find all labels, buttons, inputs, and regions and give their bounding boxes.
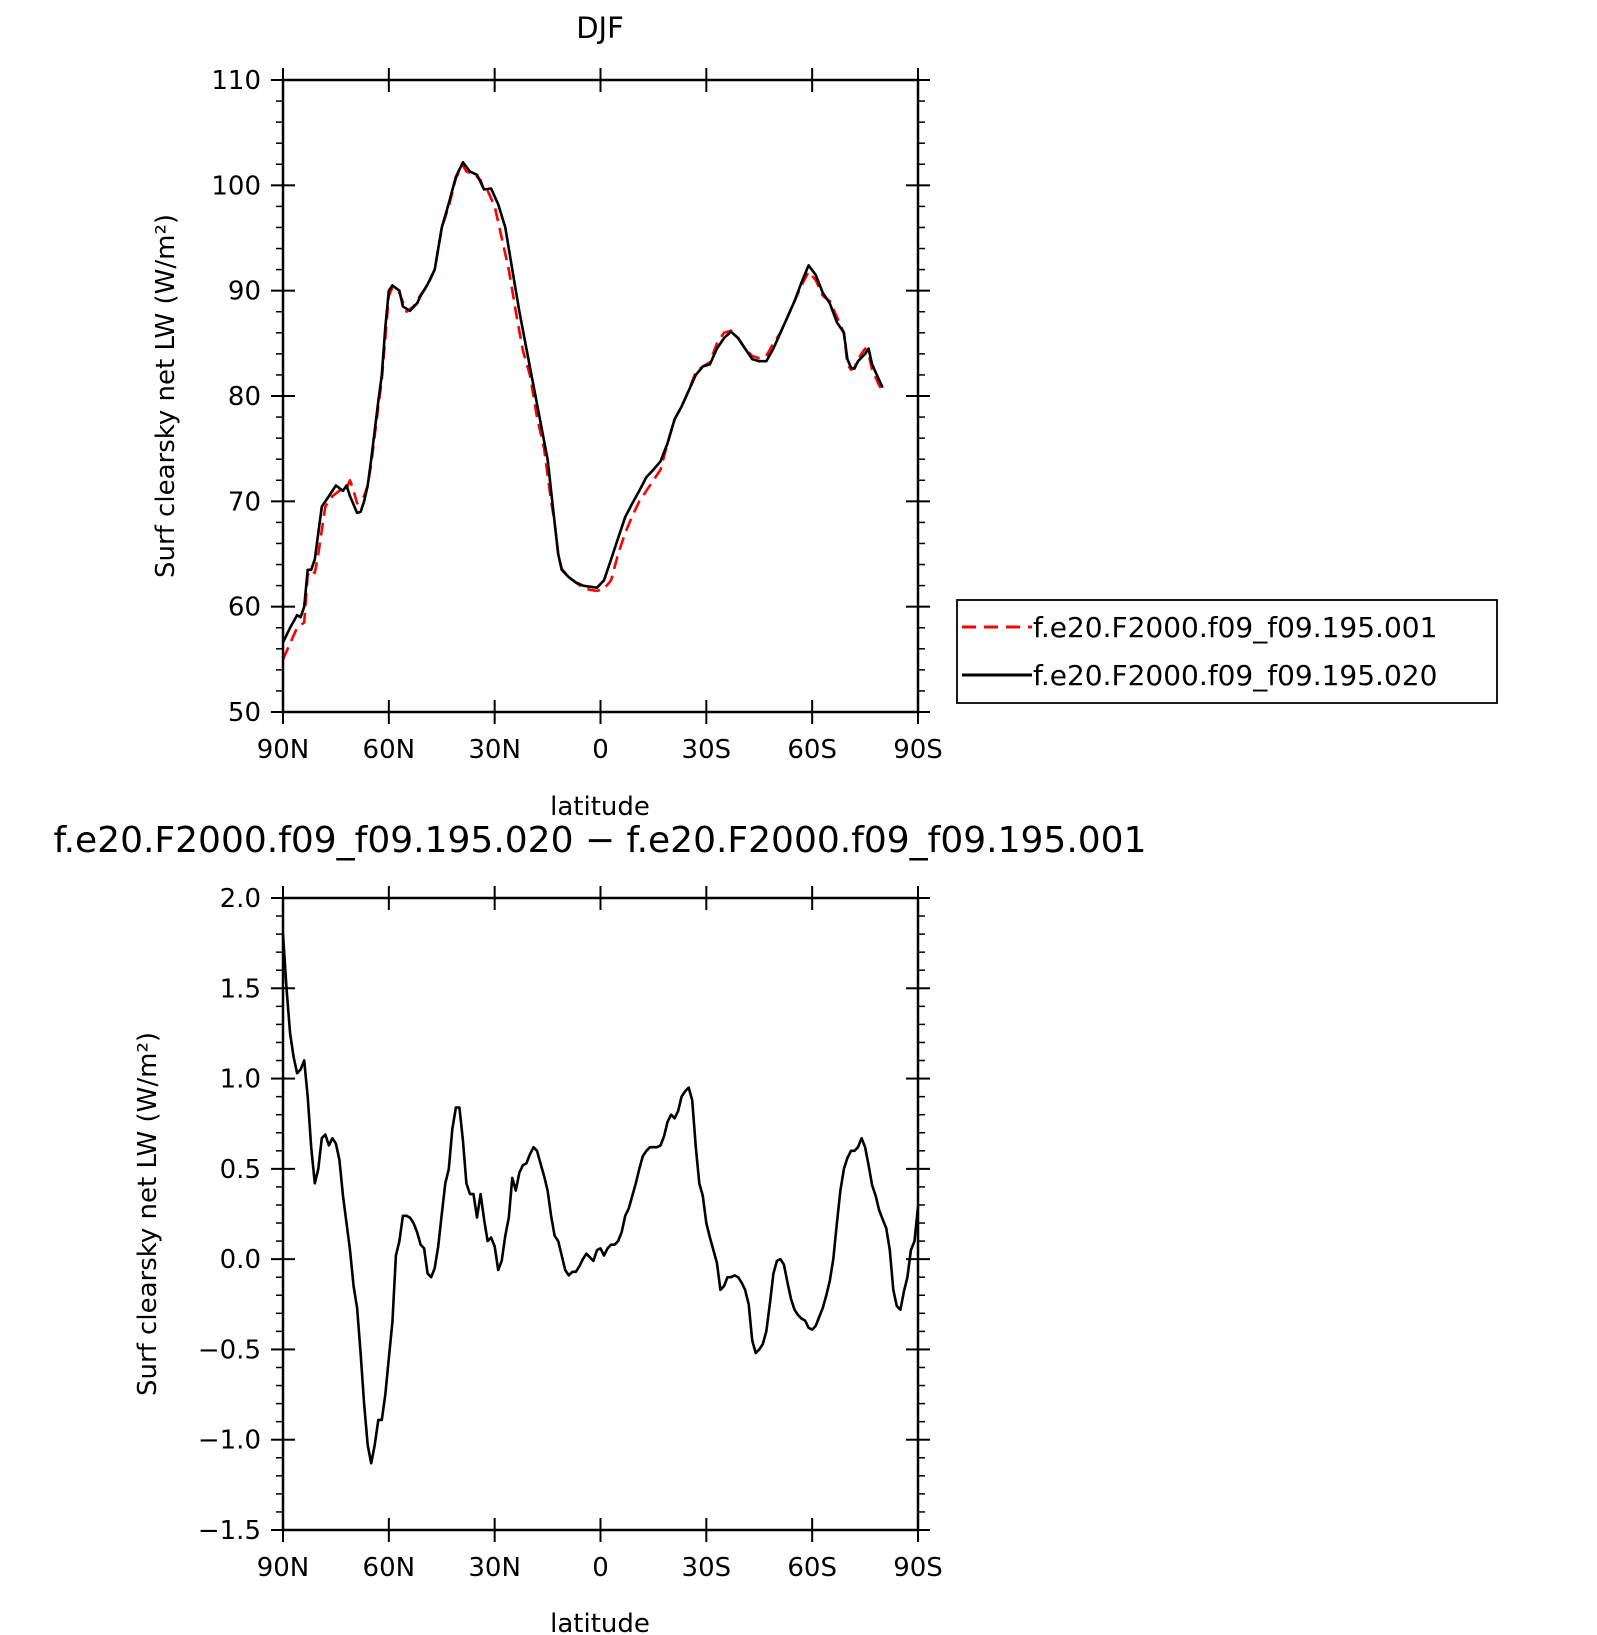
top-y-tick-label: 50 bbox=[228, 698, 261, 728]
bottom-y-tick-label: 0.0 bbox=[220, 1245, 261, 1275]
bottom-x-tick-label: 30N bbox=[468, 1553, 521, 1583]
bottom-x-tick-label: 60S bbox=[787, 1553, 837, 1583]
top-chart-lines bbox=[281, 160, 884, 660]
top-y-tick-label: 90 bbox=[228, 277, 261, 307]
top-x-tick-label: 90S bbox=[893, 735, 943, 765]
bottom-y-tick-label: −1.0 bbox=[198, 1426, 261, 1456]
top-x-tick-label: 60N bbox=[363, 735, 416, 765]
bottom-chart: f.e20.F2000.f09_f09.195.020 − f.e20.F200… bbox=[54, 820, 1147, 1635]
top-x-tick-label: 30S bbox=[682, 735, 732, 765]
top-y-tick-label: 80 bbox=[228, 382, 261, 412]
bottom-plot-frame bbox=[281, 896, 920, 1532]
bottom-y-tick-label: 1.0 bbox=[220, 1065, 261, 1095]
bottom-y-tick-label: −0.5 bbox=[198, 1335, 261, 1365]
legend: f.e20.F2000.f09_f09.195.001 f.e20.F2000.… bbox=[956, 599, 1498, 704]
top-y-tick-label: 100 bbox=[211, 171, 261, 201]
top-y-tick-label: 60 bbox=[228, 593, 261, 623]
legend-label-1: f.e20.F2000.f09_f09.195.001 bbox=[1033, 611, 1437, 644]
legend-label-2: f.e20.F2000.f09_f09.195.020 bbox=[1033, 659, 1437, 692]
top-chart-title: DJF bbox=[576, 11, 624, 45]
bottom-chart-lines bbox=[281, 934, 920, 1465]
top-xlabel: latitude bbox=[550, 792, 650, 822]
bottom-chart-title: f.e20.F2000.f09_f09.195.020 − f.e20.F200… bbox=[54, 820, 1147, 861]
top-chart-ticks: 90N 60N 30N 0 30S 60S 90S 50 60 70 80 90 100 110 bbox=[211, 66, 942, 765]
top-y-tick-label: 70 bbox=[228, 487, 261, 517]
bottom-x-tick-label: 90N bbox=[257, 1553, 310, 1583]
top-series-line-2 bbox=[281, 160, 884, 644]
bottom-ylabel: Surf clearsky net LW (W/m²) bbox=[133, 1032, 163, 1396]
top-x-tick-label: 0 bbox=[592, 735, 609, 765]
bottom-series-line-1 bbox=[281, 934, 920, 1465]
legend-box bbox=[956, 599, 1498, 704]
top-y-tick-label: 110 bbox=[211, 66, 261, 96]
bottom-x-tick-label: 0 bbox=[592, 1553, 609, 1583]
top-x-tick-label: 90N bbox=[257, 735, 310, 765]
top-x-tick-label: 30N bbox=[468, 735, 521, 765]
bottom-chart-ticks: 90N 60N 30N 0 30S 60S 90S −1.5 −1.0 −0.5 0.0 0.5 1.0… bbox=[198, 884, 943, 1583]
bottom-y-tick-label: −1.5 bbox=[198, 1516, 261, 1546]
bottom-y-tick-label: 1.5 bbox=[220, 974, 261, 1004]
top-chart: DJF 90N 60N 30N 0 30S 60S 90S5060708090100110 … bbox=[151, 11, 1498, 822]
bottom-x-tick-label: 60N bbox=[363, 1553, 416, 1583]
bottom-y-tick-label: 2.0 bbox=[220, 884, 261, 914]
bottom-x-tick-label: 30S bbox=[682, 1553, 732, 1583]
bottom-y-tick-label: 0.5 bbox=[220, 1155, 261, 1185]
bottom-x-tick-label: 90S bbox=[893, 1553, 943, 1583]
bottom-xlabel: latitude bbox=[550, 1609, 650, 1635]
top-x-tick-label: 60S bbox=[787, 735, 837, 765]
top-ylabel: Surf clearsky net LW (W/m²) bbox=[151, 214, 181, 578]
